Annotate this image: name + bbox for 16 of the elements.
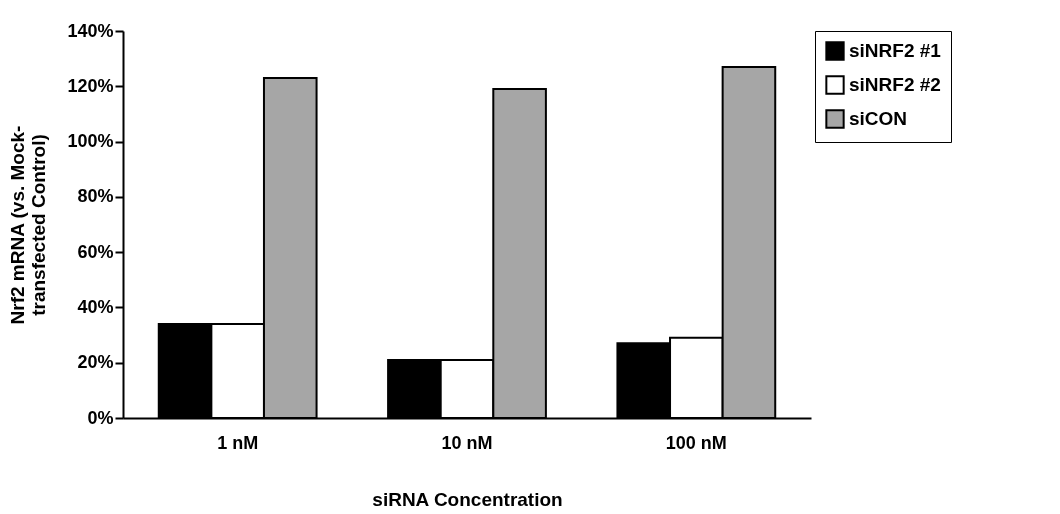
x-tick-label: 1 nM xyxy=(217,432,259,453)
x-tick-label: 10 nM xyxy=(441,432,493,453)
x-axis-title: siRNA Concentration xyxy=(372,488,563,510)
y-tick-label: 80% xyxy=(77,186,114,207)
y-tick-label: 120% xyxy=(67,75,114,96)
y-tick-label: 0% xyxy=(87,407,114,428)
legend-label: siCON xyxy=(849,108,908,129)
y-tick-label: 140% xyxy=(67,20,114,41)
x-tick-label: 100 nM xyxy=(665,432,727,453)
y-tick-label: 20% xyxy=(77,352,114,373)
legend-label: siNRF2 #2 xyxy=(849,74,941,95)
y-tick-label: 40% xyxy=(77,296,114,317)
y-tick-label: 60% xyxy=(77,241,114,262)
y-axis-title: Nrf2 mRNA (vs. Mock- transfected Control) xyxy=(7,125,50,325)
y-tick-label: 100% xyxy=(67,131,114,152)
legend-label: siNRF2 #1 xyxy=(849,40,942,61)
